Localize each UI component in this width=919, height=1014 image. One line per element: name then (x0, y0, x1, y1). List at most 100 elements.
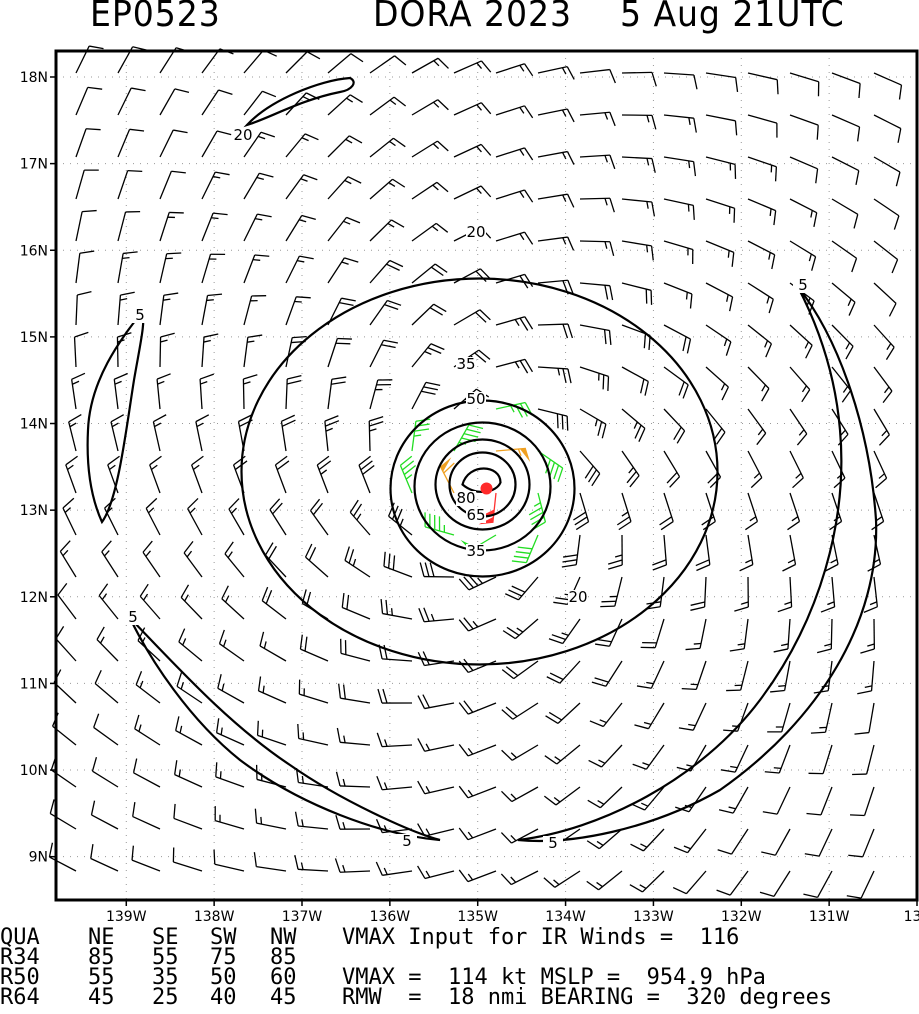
barb-feather (463, 700, 474, 713)
barb-feather (729, 296, 734, 312)
barb-feather (391, 505, 399, 520)
barb-feather (562, 368, 567, 383)
wind-barb (857, 660, 875, 695)
barb-staff (93, 726, 119, 746)
barb-feather (629, 475, 640, 488)
barb-feather (294, 854, 299, 870)
longitude-label: 130 (904, 909, 919, 925)
barb-feather (803, 893, 818, 898)
barb-feather (335, 342, 351, 345)
latitude-label: 18N (20, 70, 48, 86)
contour-5-southwest (129, 617, 441, 842)
barb-half-feather (561, 109, 567, 117)
wind-barb (831, 240, 858, 273)
wind-barb (685, 618, 707, 651)
wind-barb (327, 176, 362, 200)
wind-barb (201, 253, 226, 284)
barb-feather (607, 376, 610, 391)
barb-feather (304, 133, 319, 141)
wind-barb (495, 63, 534, 77)
wind-barb (621, 240, 654, 261)
barb-staff (68, 421, 77, 452)
longitude-label: 138W (194, 909, 235, 925)
wind-barb (705, 114, 738, 136)
barb-staff (705, 72, 736, 79)
barb-half-feather (114, 380, 122, 385)
barb-feather (513, 555, 529, 559)
wind-barb (453, 309, 491, 326)
barb-feather (348, 135, 363, 144)
barb-feather (339, 302, 354, 306)
barb-half-feather (344, 179, 352, 185)
barb-feather (530, 511, 544, 521)
barb-feather (180, 584, 190, 598)
barb-staff (492, 492, 497, 523)
barb-feather (765, 343, 773, 358)
wind-barb (375, 818, 413, 834)
wind-barb (340, 638, 371, 662)
wind-barb (297, 723, 329, 746)
barb-feather (110, 414, 125, 423)
wind-barb (500, 828, 539, 844)
barb-feather (203, 333, 219, 338)
barb-half-feather (640, 843, 648, 848)
barb-half-feather (604, 198, 608, 206)
barb-half-feather (827, 601, 835, 606)
barb-half-feather (557, 368, 561, 376)
barb-feather (608, 564, 623, 570)
barb-feather (594, 677, 609, 683)
wind-barb (789, 408, 808, 446)
wind-barb (243, 172, 274, 200)
barb-half-feather (643, 721, 652, 726)
wind-barb (789, 240, 817, 271)
barb-feather (813, 212, 818, 228)
wind-barb (232, 455, 248, 494)
barb-feather (430, 266, 444, 277)
barb-feather (773, 648, 789, 653)
contour-label: 5 (128, 608, 138, 626)
barb-feather (458, 869, 469, 882)
wind-barb (453, 424, 484, 452)
barb-staff (176, 685, 203, 704)
wind-barb (369, 96, 407, 116)
barb-feather (682, 336, 687, 352)
wind-barb (607, 534, 623, 570)
barb-feather (761, 851, 776, 856)
barb-half-feather (773, 767, 782, 770)
radii-table-cell: 75 (210, 945, 237, 970)
barb-feather (463, 433, 479, 438)
wind-barb (98, 583, 119, 620)
barb-half-feather (633, 421, 638, 429)
wind-barb (873, 198, 900, 230)
barb-staff (685, 870, 707, 895)
wind-barb (621, 156, 656, 173)
barb-feather (369, 421, 384, 427)
barb-staff (557, 702, 581, 724)
barb-feather (207, 293, 223, 297)
barb-half-feather (745, 559, 753, 564)
barb-feather (893, 215, 900, 230)
wind-barb (243, 334, 263, 368)
barb-feather (68, 414, 82, 423)
barb-half-feather (356, 513, 362, 521)
wind-barb (720, 744, 749, 773)
wind-barb (616, 492, 632, 531)
wind-barb (678, 702, 707, 731)
barb-half-feather (300, 862, 304, 870)
barb-feather (878, 434, 890, 446)
barb-feather (437, 140, 449, 152)
wind-barb (537, 236, 575, 251)
wind-barb (324, 415, 340, 452)
barb-feather (898, 84, 903, 100)
wind-barb (747, 450, 763, 489)
barb-feather (218, 629, 225, 644)
barb-feather (286, 379, 302, 385)
radii-table-cell: 35 (152, 965, 179, 990)
barb-half-feather (298, 219, 307, 223)
barb-staff (49, 812, 77, 830)
barb-feather (551, 634, 566, 641)
barb-half-feather (103, 550, 110, 557)
barb-feather (436, 181, 449, 193)
barb-feather (153, 414, 167, 423)
